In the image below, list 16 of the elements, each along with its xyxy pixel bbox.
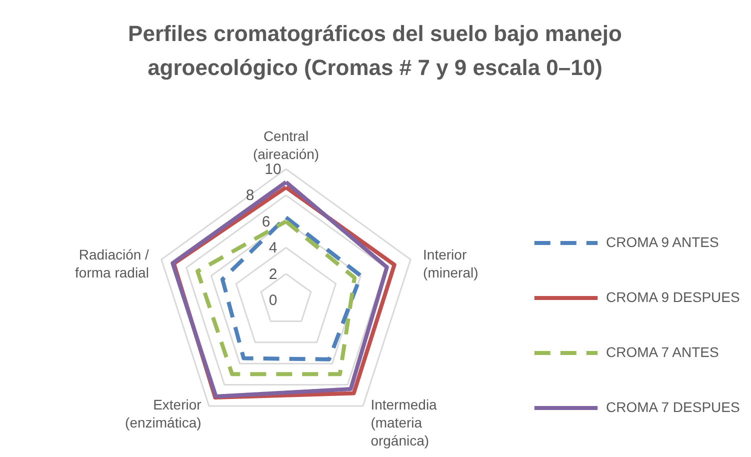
- legend-label: CROMA 7 ANTES: [606, 344, 719, 360]
- y-tick-label: 6: [262, 213, 270, 230]
- legend-label: CROMA 9 DESPUES: [606, 289, 740, 305]
- y-tick-label: 10: [264, 161, 282, 178]
- spoke-label: Intermedia (materia orgánica): [370, 396, 438, 449]
- y-tick-label: 2: [268, 266, 278, 283]
- spoke-label: Interior (mineral): [423, 246, 478, 280]
- y-tick-label: 8: [246, 187, 254, 204]
- y-tick-label: 0: [268, 292, 278, 309]
- spoke-label: Central (aireación): [252, 128, 320, 162]
- spoke-label: Exterior (enzimática): [125, 396, 202, 431]
- y-tick-label: 4: [268, 240, 278, 257]
- legend-label: CROMA 7 DESPUES: [606, 399, 740, 415]
- legend-label: CROMA 9 ANTES: [606, 234, 719, 250]
- spoke-label: Radiación / forma radial: [75, 246, 150, 280]
- chart-title: Perfiles cromatográficos del suelo bajo manejo agroecológico (Cromas # 7 y 9 escala 0–10): [128, 20, 622, 80]
